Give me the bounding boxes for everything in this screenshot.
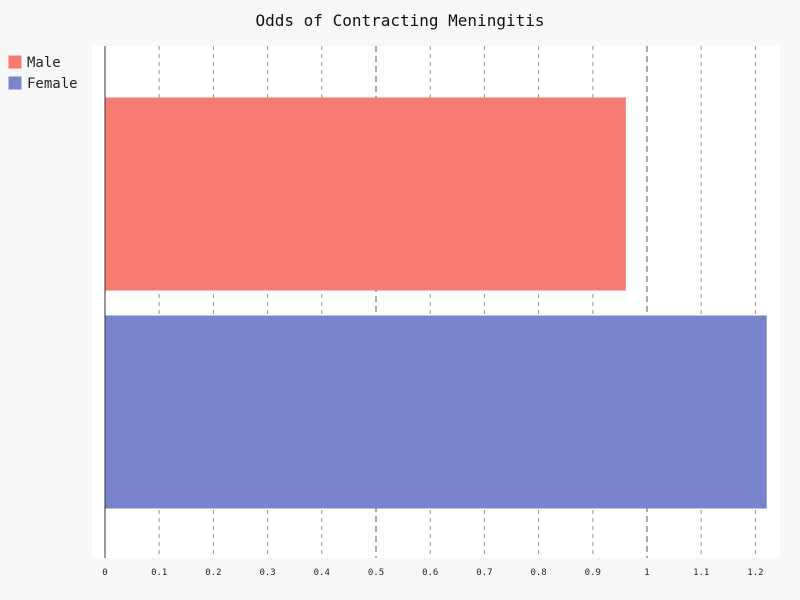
x-tick-label: 0.4: [314, 568, 330, 578]
legend: Male Female: [8, 55, 78, 92]
x-tick-label: 1: [644, 568, 649, 578]
x-tick-label: 0: [102, 568, 107, 578]
bars: [104, 97, 767, 509]
x-tick-labels: 0 0.1 0.2 0.3 0.4 0.5 0.6 0.7 0.8 0.9 1 1.1 1.2: [102, 568, 763, 578]
x-tick-label: 1.2: [747, 568, 763, 578]
x-tick-label: 0.7: [476, 568, 492, 578]
bar-female: [104, 315, 767, 509]
x-tick-label: 0.8: [530, 568, 546, 578]
legend-swatch-female: [8, 76, 22, 90]
x-tick-label: 0.2: [205, 568, 221, 578]
x-tick-label: 0.9: [585, 568, 601, 578]
legend-label-male: Male: [27, 55, 61, 71]
legend-label-female: Female: [27, 76, 78, 92]
legend-swatch-male: [8, 55, 22, 69]
x-tick-label: 0.5: [368, 568, 384, 578]
x-tick-label: 0.1: [151, 568, 167, 578]
bar-male: [104, 97, 626, 291]
x-tick-label: 0.6: [422, 568, 438, 578]
x-tick-label: 0.3: [259, 568, 275, 578]
x-tick-label: 1.1: [693, 568, 709, 578]
chart-title: Odds of Contracting Meningitis: [256, 11, 545, 30]
